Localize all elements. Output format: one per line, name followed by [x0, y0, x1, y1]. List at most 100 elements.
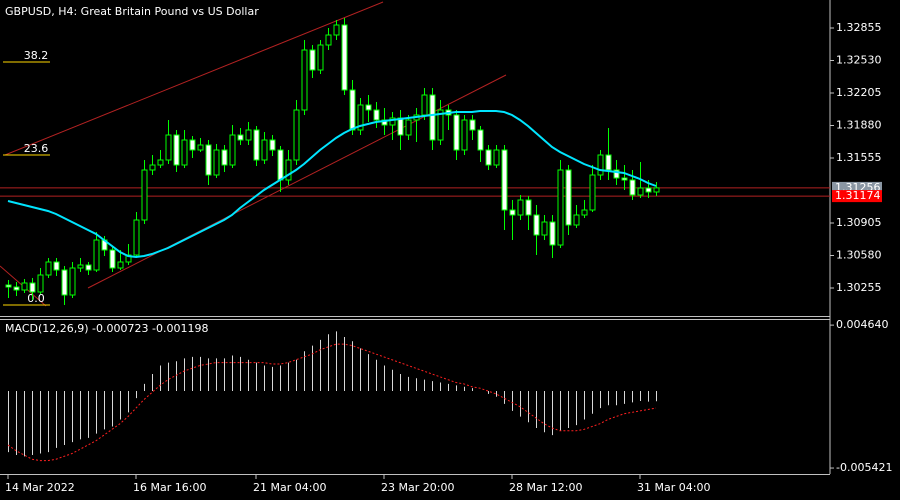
candle-body: [493, 149, 500, 166]
candle-body: [597, 154, 604, 176]
candle-body: [189, 139, 196, 151]
candle-body: [429, 94, 436, 141]
y-tick-label: 1.32205: [836, 86, 882, 99]
y-tick-label: -0.005421: [836, 461, 892, 474]
y-tick-label: 1.32855: [836, 21, 882, 34]
candle-body: [613, 169, 620, 179]
candle-body: [69, 267, 76, 296]
candle-body: [301, 49, 308, 111]
candle-body: [221, 149, 228, 166]
candle-body: [477, 129, 484, 151]
candle-body: [93, 239, 100, 271]
candle-body: [637, 187, 644, 196]
candle-body: [13, 286, 20, 291]
candle-body: [461, 119, 468, 151]
candle-body: [621, 177, 628, 181]
y-tick-label: 1.30905: [836, 216, 882, 229]
candle-body: [53, 261, 60, 271]
candle-body: [285, 159, 292, 181]
candle-body: [485, 149, 492, 166]
y-tick-label: 1.30580: [836, 249, 882, 262]
candle-body: [629, 179, 636, 196]
candle-body: [141, 169, 148, 221]
candle-body: [117, 261, 124, 269]
candle-body: [157, 159, 164, 166]
candle-body: [525, 199, 532, 216]
fib-label: 0.0: [27, 292, 45, 305]
candle-body: [317, 44, 324, 71]
candle-body: [205, 144, 212, 176]
candle-body: [341, 24, 348, 91]
candle-body: [533, 214, 540, 236]
y-tick-label: 1.32530: [836, 54, 882, 67]
candle-body: [389, 117, 396, 126]
candle-body: [277, 149, 284, 181]
moving-average: [7, 110, 657, 259]
x-tick-label: 16 Mar 16:00: [133, 481, 206, 494]
candle-body: [581, 209, 588, 216]
candle-body: [437, 109, 444, 141]
price-label-box: [832, 190, 882, 203]
candle-body: [261, 139, 268, 161]
candle-body: [293, 109, 300, 161]
candle-body: [77, 264, 84, 269]
candle-body: [573, 214, 580, 226]
candle-body: [397, 117, 404, 136]
chart-title: GBPUSD, H4: Great Britain Pound vs US Do…: [5, 5, 259, 18]
candle-body: [5, 284, 12, 288]
candle-body: [133, 219, 140, 256]
candle-body: [605, 154, 612, 171]
candle-body: [405, 119, 412, 136]
candle-body: [501, 149, 508, 211]
candle-body: [149, 164, 156, 171]
y-tick-label: 0.004640: [836, 318, 889, 331]
candle-body: [181, 139, 188, 166]
candle-body: [253, 129, 260, 161]
candle-body: [653, 187, 660, 193]
candle-body: [237, 134, 244, 141]
candle-body: [85, 264, 92, 271]
candle-body: [165, 134, 172, 161]
fib-label: 23.6: [24, 142, 49, 155]
candle-body: [61, 269, 68, 296]
candle-body: [557, 169, 564, 246]
candle-body: [229, 134, 236, 166]
candle-body: [549, 221, 556, 246]
candle-body: [45, 261, 52, 276]
candle-body: [541, 221, 548, 236]
candle-body: [333, 24, 340, 36]
candle-body: [349, 89, 356, 131]
candle-body: [357, 104, 364, 131]
x-tick-label: 23 Mar 20:00: [381, 481, 454, 494]
candle-body: [469, 119, 476, 131]
candle-body: [245, 129, 252, 141]
candle-body: [309, 49, 316, 71]
y-tick-label: 1.31880: [836, 119, 882, 132]
x-tick-label: 14 Mar 2022: [5, 481, 75, 494]
price-label: 1.31174: [835, 189, 881, 202]
candle-body: [29, 282, 36, 293]
candle-body: [197, 144, 204, 151]
candle-body: [269, 139, 276, 151]
y-tick-label: 1.30255: [836, 281, 882, 294]
x-tick-label: 21 Mar 04:00: [253, 481, 326, 494]
candle-body: [421, 94, 428, 116]
candle-body: [589, 174, 596, 211]
candle-body: [365, 104, 372, 111]
candle-body: [173, 134, 180, 166]
candle-body: [325, 34, 332, 46]
fib-label: 38.2: [24, 49, 49, 62]
signal-line: [7, 343, 657, 462]
candle-body: [373, 109, 380, 121]
candle-body: [565, 169, 572, 226]
candle-body: [453, 114, 460, 151]
x-tick-label: 28 Mar 12:00: [509, 481, 582, 494]
y-tick-label: 1.31555: [836, 151, 882, 164]
x-tick-label: 31 Mar 04:00: [637, 481, 710, 494]
macd-title: MACD(12,26,9) -0.000723 -0.001198: [5, 322, 208, 335]
channel-upper: [4, 1, 384, 156]
candle-body: [517, 199, 524, 216]
